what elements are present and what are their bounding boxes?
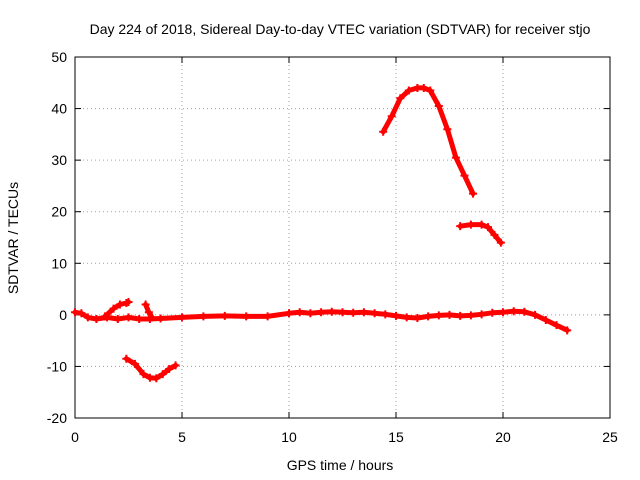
plot-frame	[74, 56, 611, 419]
series-main-point	[499, 308, 507, 317]
series-main-point	[135, 314, 144, 323]
x-tick-label-3: 15	[388, 429, 404, 445]
series-main-point	[531, 310, 540, 319]
series-big-arc-point	[379, 127, 388, 136]
y-tick-label-0: -20	[47, 410, 67, 426]
series-main-point	[77, 309, 86, 318]
series-layer	[71, 83, 572, 383]
series-main-point	[434, 311, 443, 320]
series-main-point	[285, 309, 293, 318]
series-main-point	[392, 311, 400, 320]
series-main-point	[488, 308, 497, 317]
y-tick-label-7: 50	[51, 49, 67, 65]
series-big-arc-point	[451, 153, 460, 162]
chart-title: Day 224 of 2018, Sidereal Day-to-day VTE…	[90, 21, 591, 37]
series-big-arc-point	[396, 94, 405, 103]
series-main-point	[338, 308, 347, 317]
x-tick-label-5: 25	[602, 429, 618, 445]
y-tick-label-3: 10	[51, 255, 67, 271]
series-dip-point	[171, 361, 180, 370]
series-main-point	[520, 307, 529, 316]
x-tick-label-0: 0	[71, 429, 79, 445]
series-early-bump-point	[109, 304, 118, 313]
series-late-segment-point	[496, 238, 505, 247]
series-main-point	[220, 311, 229, 320]
series-main-point	[317, 308, 326, 317]
series-main-point	[124, 313, 133, 322]
series-main-point	[563, 326, 572, 335]
series-spike-3.3-point	[144, 308, 153, 317]
y-tick-label-1: -10	[47, 358, 67, 374]
y-tick-label-5: 30	[51, 152, 67, 168]
series-main-point	[541, 316, 550, 325]
series-dip-point	[158, 370, 167, 379]
series-main-point	[477, 310, 486, 319]
grid	[75, 57, 610, 418]
series-big-arc-point	[404, 86, 413, 95]
series-late-segment-point	[456, 222, 465, 231]
y-tick-label-6: 40	[51, 101, 67, 117]
series-main-point	[359, 308, 368, 317]
series-dip-point	[152, 374, 161, 383]
x-axis-label: GPS time / hours	[287, 457, 394, 473]
series-early-bump-point	[115, 300, 124, 309]
series-main-point	[381, 310, 390, 319]
series-main-point	[370, 309, 379, 318]
series-late-segment-point	[484, 223, 493, 232]
x-tick-label-1: 5	[178, 429, 186, 445]
series-early-bump-point	[124, 297, 133, 306]
series-main-point	[156, 314, 165, 323]
series-main-point	[295, 308, 304, 317]
axis-ticks: 0 5 10 15 20 25 -20 -10 0 10 20 30 40 50	[47, 49, 618, 445]
series-main-point	[306, 309, 315, 318]
series-big-arc-point	[387, 112, 396, 121]
series-spike-3.3-point	[141, 300, 150, 309]
y-axis-label: SDTVAR / TECUs	[5, 182, 21, 294]
series-main-point	[263, 312, 272, 321]
series-main-point	[424, 312, 433, 321]
series-main-point	[466, 311, 475, 320]
series-main-point	[199, 312, 208, 321]
series-big-arc-point	[443, 125, 452, 134]
series-dip-point	[165, 365, 174, 374]
series-spike-3.3-point	[148, 313, 157, 322]
series-main-point	[92, 314, 101, 323]
series-big-arc-point	[419, 83, 428, 92]
series-main-point	[242, 312, 251, 321]
series-main-point	[349, 308, 358, 317]
series-late-segment-point	[466, 220, 475, 229]
series-dip-point	[122, 354, 131, 363]
series-main-point	[402, 313, 411, 322]
series-big-arc-point	[460, 171, 469, 180]
series-early-bump-point	[100, 312, 109, 321]
series-main-point	[71, 308, 79, 317]
series-main-point	[456, 311, 465, 320]
x-tick-label-4: 20	[495, 429, 511, 445]
series-big-arc-point	[434, 101, 443, 110]
series-main-point	[413, 313, 422, 322]
series-main-point	[509, 307, 518, 316]
series-dip-point	[130, 359, 139, 368]
series-main-point	[83, 313, 92, 322]
series-main-point	[327, 307, 336, 316]
y-tick-label-4: 20	[51, 204, 67, 220]
series-main-point	[552, 321, 561, 330]
series-main-point	[113, 314, 122, 323]
series-main-point	[178, 313, 186, 322]
series-big-arc-point	[426, 86, 435, 95]
series-dip-point	[139, 370, 148, 379]
y-tick-label-2: 0	[59, 307, 67, 323]
series-main-point	[445, 310, 454, 319]
x-tick-label-2: 10	[281, 429, 297, 445]
series-big-arc-point	[469, 189, 478, 198]
series-late-segment-point	[477, 220, 486, 229]
series-big-arc-line	[380, 85, 476, 197]
series-late-segment-point	[490, 230, 499, 239]
